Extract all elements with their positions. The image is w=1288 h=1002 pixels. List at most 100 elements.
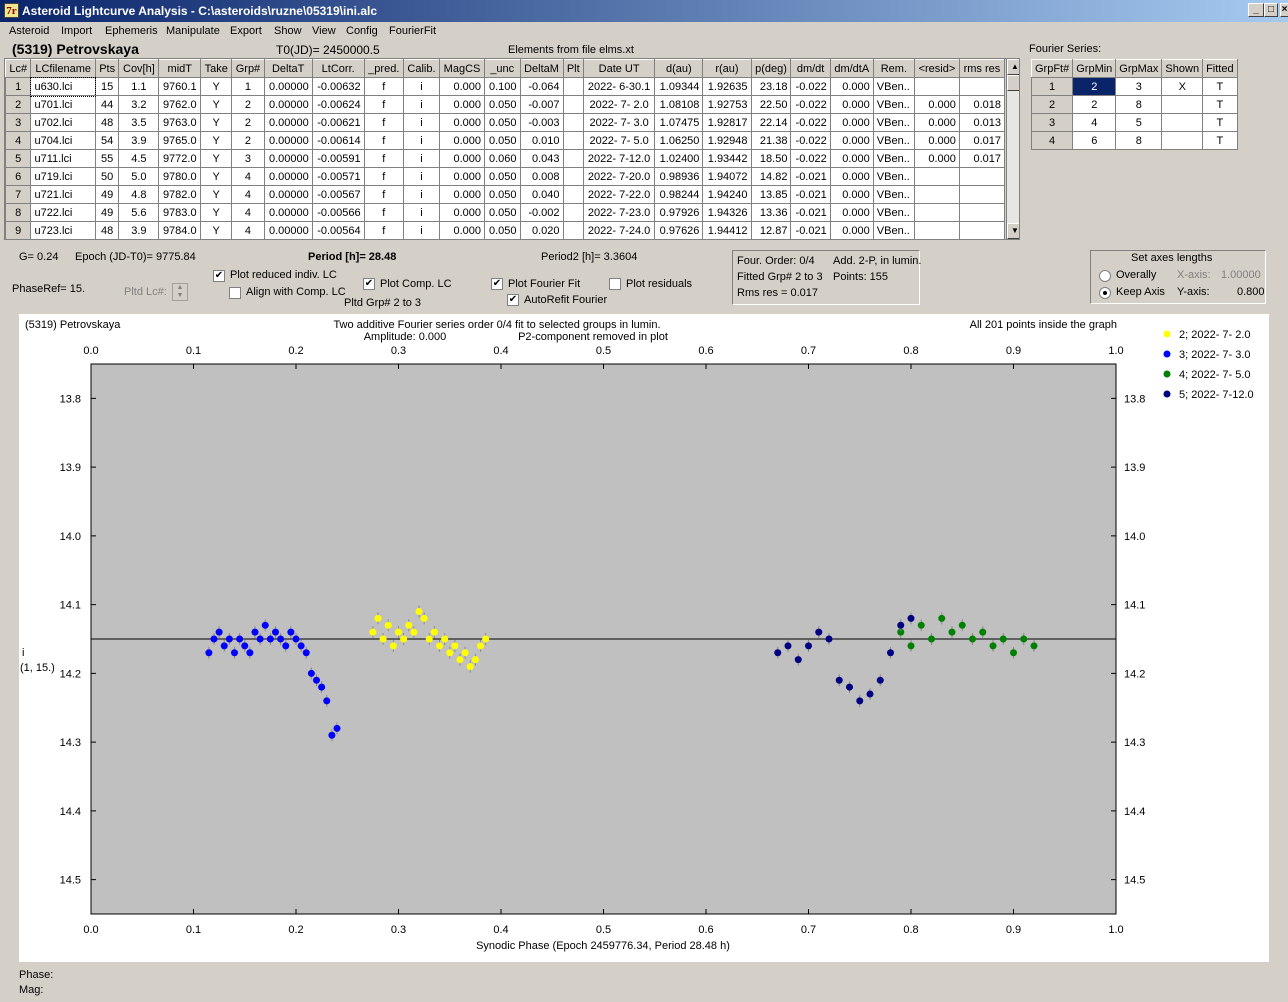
lc-cell[interactable]: 1.92753 [702,95,752,114]
lc-cell[interactable]: 2022- 7-24.0 [582,221,656,239]
lc-cell[interactable]: -0.00567 [311,185,365,204]
lc-cell[interactable]: 9763.0 [158,113,202,132]
lc-cell[interactable]: 0.00000 [263,185,313,204]
lc-cell[interactable]: Y [200,149,233,168]
lc-cell[interactable]: 48 [94,113,120,132]
lc-cell[interactable]: 9762.0 [158,95,202,114]
lc-cell[interactable] [562,95,584,114]
lc-cell[interactable]: i [402,167,441,186]
lc-cell[interactable]: 9765.0 [158,131,202,150]
lc-cell[interactable]: 0.060 [483,149,521,168]
lc-cell[interactable]: VBen.. [872,131,915,150]
lc-cell[interactable]: 49 [94,203,120,222]
fourier-cell[interactable]: T [1202,113,1238,132]
lc-cell[interactable] [913,203,960,222]
fourier-cell[interactable] [1161,113,1204,132]
lc-col-header[interactable]: Rem. [872,59,915,78]
close-button[interactable]: × [1280,3,1288,17]
lc-cell[interactable]: 0.000 [913,95,960,114]
lc-cell[interactable]: 9783.0 [158,203,202,222]
lc-cell[interactable]: -0.003 [519,113,564,132]
lc-cell[interactable]: VBen.. [872,77,915,96]
menu-show[interactable]: Show [274,25,302,37]
fourier-cell[interactable]: 2 [1072,77,1117,96]
lc-cell[interactable]: -0.021 [790,167,831,186]
lc-cell[interactable]: 0.050 [483,221,521,239]
lc-cell[interactable]: -0.00632 [311,77,365,96]
lc-col-header[interactable]: DeltaM [519,59,564,78]
lc-cell[interactable]: 3.9 [118,221,160,239]
menu-asteroid[interactable]: Asteroid [9,25,50,37]
lc-cell[interactable]: 13.85 [750,185,792,204]
pltd-lc-spinner[interactable]: ▲ ▼ [172,283,188,301]
lc-cell[interactable]: 2022- 7- 3.0 [582,113,656,132]
lc-cell[interactable]: 1.07475 [654,113,704,132]
lc-cell[interactable]: 0.00000 [263,95,313,114]
fourier-col-header[interactable]: GrpMin [1072,59,1117,78]
lc-cell[interactable]: 0.000 [913,113,960,132]
lc-cell[interactable]: i [402,131,441,150]
lc-cell[interactable]: 9772.0 [158,149,202,168]
row-number[interactable]: 5 [5,149,32,168]
lc-cell[interactable]: 0.010 [519,131,564,150]
lc-cell[interactable]: 4 [231,203,265,222]
lc-cell[interactable]: 0.97626 [654,221,704,239]
lc-cell[interactable]: 44 [94,95,120,114]
lc-col-header[interactable]: _pred. [363,59,404,78]
lc-col-header[interactable]: LtCorr. [311,59,365,78]
row-number[interactable]: 8 [5,203,32,222]
lc-cell[interactable] [958,167,1006,186]
lc-cell[interactable]: 1.94412 [702,221,752,239]
lc-cell[interactable]: 1.09344 [654,77,704,96]
lc-cell[interactable]: 0.018 [958,95,1006,114]
lc-cell[interactable] [562,167,584,186]
lc-cell[interactable]: 0.000 [829,77,874,96]
lc-cell[interactable]: 9784.0 [158,221,202,239]
lc-cell[interactable]: 0.017 [958,131,1006,150]
fourier-cell[interactable]: T [1202,95,1238,114]
lc-cell[interactable]: 1.94240 [702,185,752,204]
lc-cell[interactable]: 0.000 [829,185,874,204]
lc-cell[interactable]: 0.00000 [263,149,313,168]
lc-cell[interactable]: Y [200,95,233,114]
lc-col-header[interactable]: Grp# [231,59,265,78]
lc-cell[interactable]: f [363,185,404,204]
lc-cell[interactable]: f [363,203,404,222]
lc-cell[interactable]: 9780.0 [158,167,202,186]
scroll-up-arrow[interactable]: ▲ [1007,59,1019,75]
lc-col-header[interactable]: midT [158,59,202,78]
lc-cell[interactable]: 2022- 7- 5.0 [582,131,656,150]
fourier-cell[interactable]: 8 [1115,95,1163,114]
lc-cell[interactable]: 15 [94,77,120,96]
lc-cell[interactable]: 0.000 [439,77,485,96]
lc-cell[interactable]: i [402,113,441,132]
lc-cell[interactable]: f [363,167,404,186]
lc-cell[interactable]: Y [200,131,233,150]
fourier-cell[interactable]: 8 [1115,131,1163,150]
lc-col-header[interactable]: <resid> [913,59,960,78]
lc-cell[interactable]: 3.5 [118,113,160,132]
lc-cell[interactable]: VBen.. [872,149,915,168]
lc-cell[interactable]: 14.82 [750,167,792,186]
autorefit-checkbox[interactable]: ✔ [507,294,519,306]
lc-cell[interactable]: 23.18 [750,77,792,96]
lc-cell[interactable]: i [402,149,441,168]
lc-cell[interactable]: 0.000 [439,131,485,150]
lc-col-header[interactable]: p(deg) [750,59,792,78]
lc-cell[interactable]: -0.00566 [311,203,365,222]
lc-cell[interactable]: VBen.. [872,185,915,204]
lc-cell[interactable]: 1.1 [118,77,160,96]
fourier-cell[interactable]: 2 [1072,95,1117,114]
lc-cell[interactable]: 0.017 [958,149,1006,168]
lc-cell[interactable]: -0.00614 [311,131,365,150]
lc-cell[interactable] [562,131,584,150]
fourier-cell[interactable]: T [1202,131,1238,150]
lc-cell[interactable]: 48 [94,221,120,239]
lc-cell[interactable] [913,185,960,204]
lc-cell[interactable]: 22.14 [750,113,792,132]
align-comp-checkbox[interactable] [229,287,241,299]
scroll-down-arrow[interactable]: ▼ [1007,223,1019,239]
fourier-col-header[interactable]: Fitted [1202,59,1238,78]
row-number[interactable]: 7 [5,185,32,204]
lc-cell[interactable]: 0.000 [829,149,874,168]
